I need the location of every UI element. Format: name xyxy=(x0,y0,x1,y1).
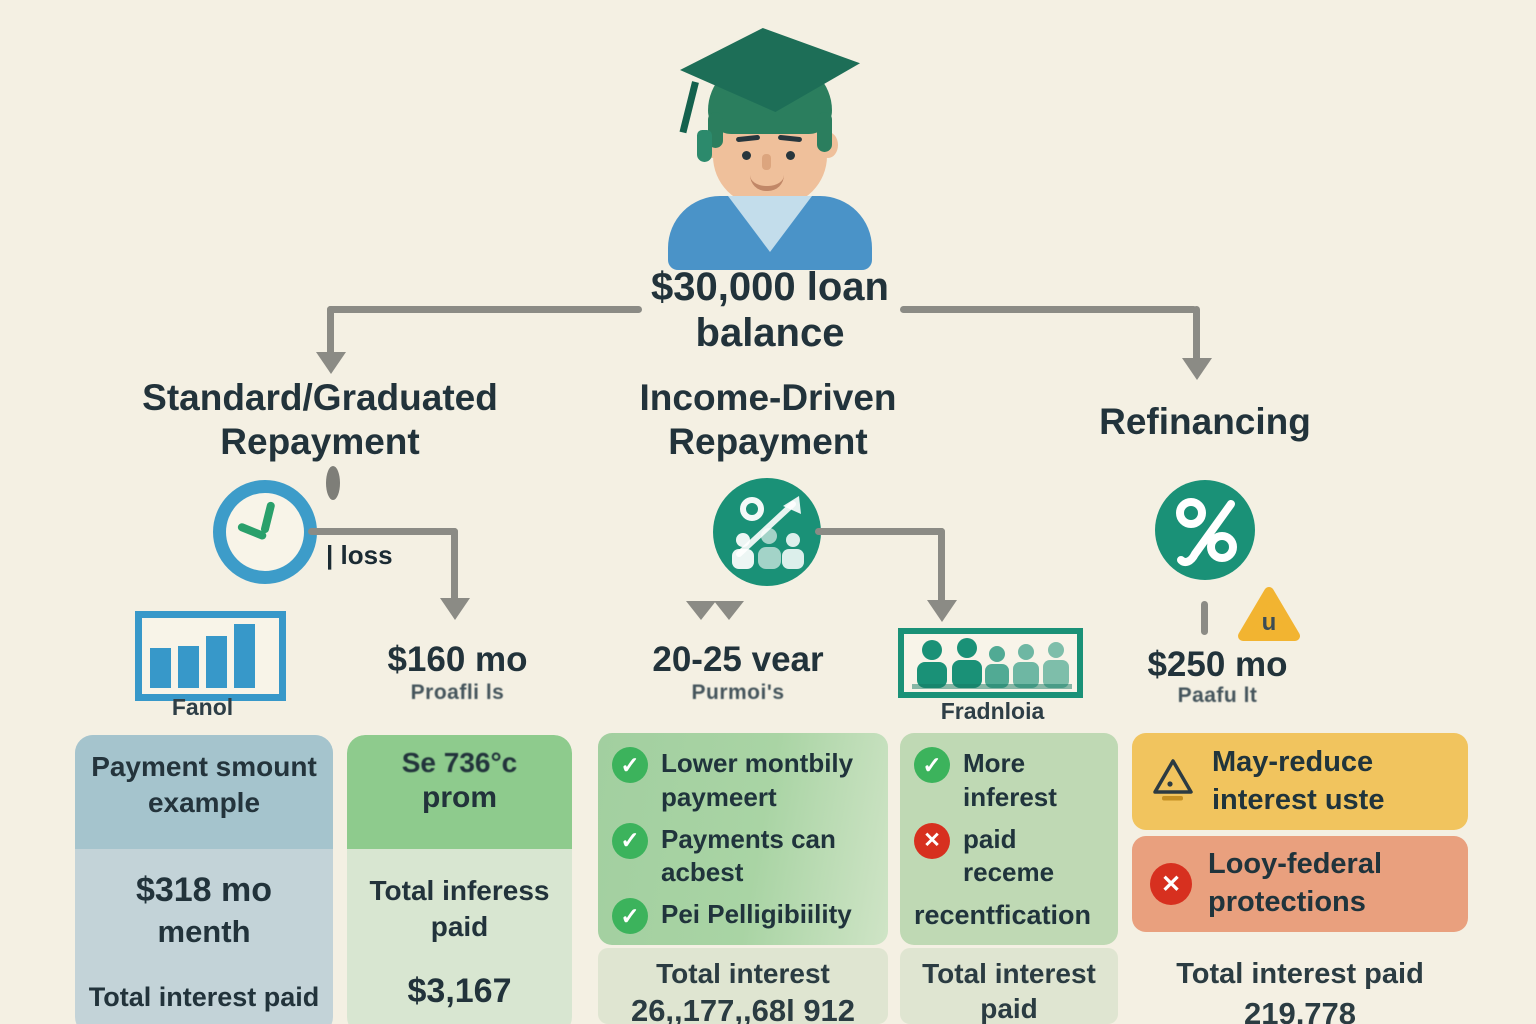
graduation-cap-icon xyxy=(680,28,860,112)
warning-outline-icon xyxy=(1150,756,1196,807)
bar-3 xyxy=(206,636,227,688)
loan-balance-label: $30,000 loan balance xyxy=(651,265,889,355)
payment-example-card: Payment smount example $318 mo menth Tot… xyxy=(75,735,333,1024)
standard-monthly-amount: $160 mo xyxy=(387,640,528,679)
x-icon: ✕ xyxy=(914,822,950,859)
people-group-label: Fradnloia xyxy=(940,698,1045,724)
standard-interest-card: Se 736°c prom Total inferess paid $3,167 xyxy=(347,735,572,1024)
tradeoff-con-text: paid receme xyxy=(963,823,1055,888)
bar-chart-label: Fanol xyxy=(171,694,234,720)
idr-tradeoff-footer: Total interest paid xyxy=(922,958,1096,1024)
bar-4 xyxy=(234,624,255,688)
x-icon: ✕ xyxy=(1150,863,1192,905)
clock-icon xyxy=(213,480,317,584)
checklist-item-text: Lower montbily paymeert xyxy=(661,748,854,812)
interest-card-header-line1: Se 736°c xyxy=(401,747,518,778)
refi-footer-label: Total interest paid xyxy=(1176,958,1424,990)
idr-tradeoff-card: ✓ More inferest ✕ paid receme recentfica… xyxy=(900,733,1118,945)
tradeoff-pro-text: More inferest xyxy=(963,748,1057,812)
checklist-item-text: Pei Pelligibiility xyxy=(661,899,852,930)
idr-tradeoff-footer-panel: Total interest paid xyxy=(900,948,1118,1024)
check-icon: ✓ xyxy=(612,898,648,935)
cap-tassel-icon xyxy=(697,130,712,162)
refi-risk-card: ✕ Looy-federal protections xyxy=(1132,836,1468,932)
bar-chart-icon xyxy=(135,611,286,701)
avatar-eye-right xyxy=(786,151,795,160)
idr-checklist-card: ✓ Lower montbily paymeert ✓ Payments can… xyxy=(598,733,888,945)
arrow-down-left-icon xyxy=(316,352,346,374)
idr-term: 20-25 vear xyxy=(652,640,824,679)
refi-risk-text: Looy-federal protections xyxy=(1208,848,1383,918)
standard-heading: Standard/Graduated Repayment xyxy=(142,377,498,462)
refi-warning-card: May-reduce interest uste xyxy=(1132,733,1468,830)
refi-footer-value: 219,778 xyxy=(1243,996,1357,1024)
percent-icon xyxy=(1155,480,1255,580)
idr-arrow-horizontal xyxy=(815,528,945,535)
idr-heading: Income-Driven Repayment xyxy=(639,377,897,462)
checklist-item-text: Payments can acbest xyxy=(661,823,836,888)
tradeoff-con-item: ✕ paid receme xyxy=(914,822,1104,891)
payment-card-value: $318 mo xyxy=(135,871,273,909)
payment-card-value-sub: menth xyxy=(157,914,251,949)
clock-arrow-horizontal xyxy=(308,528,458,535)
payment-card-header: Payment smount example xyxy=(75,735,333,849)
payment-card-footer: Total interest paid xyxy=(88,982,320,1012)
refi-monthly-amount: $250 mo xyxy=(1147,645,1288,684)
people-group-icon xyxy=(898,628,1083,698)
refi-footer-panel: Total interest paid 219,778 xyxy=(1140,956,1460,1024)
arrow-down-right-icon xyxy=(1182,358,1212,380)
loss-note: | loss xyxy=(326,540,393,570)
check-icon: ✓ xyxy=(612,822,648,859)
connector-left-horizontal xyxy=(327,306,642,313)
interest-card-value: $3,167 xyxy=(407,971,512,1010)
idr-arrow-vertical xyxy=(938,528,945,604)
checklist-item: ✓ Lower montbily paymeert xyxy=(612,747,874,815)
chevron-down-icon xyxy=(714,601,744,620)
standard-interest-card-header: Se 736°c prom xyxy=(347,735,572,849)
avatar-eye-left xyxy=(742,151,751,160)
connector-dot xyxy=(326,466,340,500)
warning-glyph: u xyxy=(1262,609,1277,636)
avatar-nose xyxy=(762,154,771,170)
chevron-down-icon xyxy=(686,601,716,620)
clock-arrow-vertical xyxy=(451,528,458,602)
idr-total-value: 26,,177,,68l 912 xyxy=(630,993,856,1024)
check-icon: ✓ xyxy=(914,747,950,783)
arrow-down-standard-icon xyxy=(440,598,470,620)
idr-total-label: Total interest xyxy=(656,958,830,989)
refi-warning-text: May-reduce interest uste xyxy=(1212,745,1385,816)
connector-left-vertical xyxy=(327,306,334,356)
connector-right-vertical xyxy=(1193,306,1200,362)
check-icon: ✓ xyxy=(612,747,648,783)
refi-monthly-sub: Paafu lt xyxy=(1177,684,1258,707)
cap-tassel-cord xyxy=(679,81,699,134)
warning-triangle-icon: u xyxy=(1236,584,1302,646)
clock-hand-minute xyxy=(260,500,276,534)
idr-total-panel: Total interest 26,,177,,68l 912 xyxy=(598,948,888,1024)
refinancing-heading: Refinancing xyxy=(1099,401,1311,442)
avatar-hair-right xyxy=(817,112,832,152)
arrow-down-idr-icon xyxy=(927,600,957,622)
avatar-mouth xyxy=(750,174,784,191)
tradeoff-pro-item: ✓ More inferest xyxy=(914,747,1104,815)
refi-connector-bar xyxy=(1201,601,1208,635)
income-percent-people-icon xyxy=(713,478,821,586)
interest-card-label: Total inferess paid xyxy=(369,875,550,943)
interest-card-header-line2: prom xyxy=(422,781,497,814)
tradeoff-con-overflow: recentfication xyxy=(914,900,1092,931)
idr-term-sub: Purmoi's xyxy=(691,681,785,704)
bar-1 xyxy=(150,648,171,688)
bar-2 xyxy=(178,646,199,688)
connector-right-horizontal xyxy=(900,306,1197,313)
graduate-avatar xyxy=(650,24,890,270)
checklist-item: ✓ Pei Pelligibiility xyxy=(612,898,874,935)
checklist-item: ✓ Payments can acbest xyxy=(612,822,874,891)
standard-monthly-sub: Proafli ls xyxy=(410,681,505,704)
